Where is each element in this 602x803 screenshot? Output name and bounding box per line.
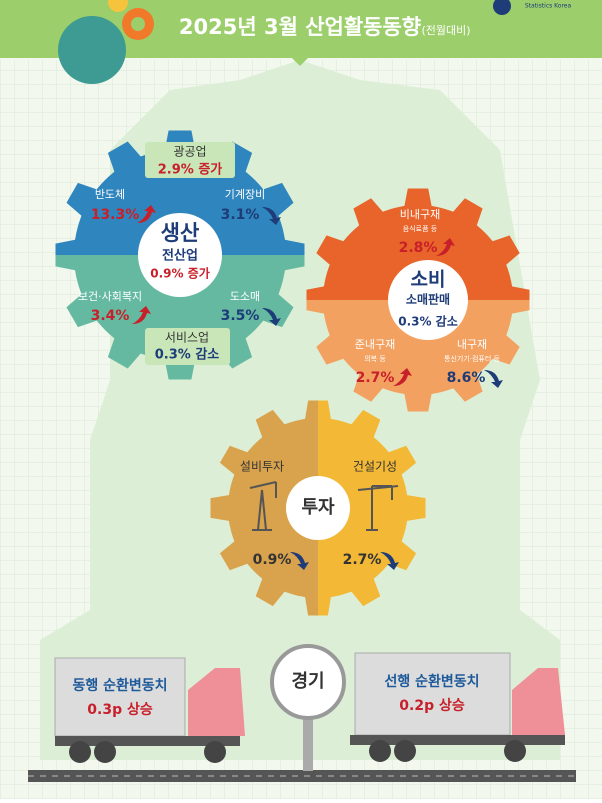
total-label: 소매판매 bbox=[406, 292, 450, 307]
sign-pole bbox=[303, 715, 313, 771]
item-note: 음식료품 등 bbox=[403, 224, 438, 233]
wheel bbox=[94, 741, 116, 763]
arrow-up bbox=[436, 238, 455, 256]
arrow-down bbox=[262, 308, 281, 326]
item-label: 비내구재 bbox=[400, 208, 440, 221]
item-label: 내구재 bbox=[457, 338, 487, 351]
item-label: 설비투자 bbox=[240, 460, 284, 474]
item-value: 13.3% bbox=[91, 207, 140, 223]
item-note: 의복 등 bbox=[364, 354, 386, 363]
item-label: 기계장비 bbox=[225, 188, 265, 201]
item-value: 0.9% bbox=[253, 552, 292, 568]
item-value: 2.8% bbox=[399, 240, 438, 256]
title: 2025년 3월 산업활동동향 bbox=[179, 15, 421, 39]
wheel bbox=[369, 740, 391, 762]
icon-crane bbox=[357, 485, 399, 531]
logo: Statistics Korea bbox=[525, 3, 572, 10]
item-note: 통신기기·컴퓨터 등 bbox=[444, 354, 501, 363]
gear-half bbox=[74, 255, 286, 361]
wheel bbox=[69, 741, 91, 763]
item-label: 보건·사회복지 bbox=[78, 290, 142, 303]
bottom-value: 0.3% 감소 bbox=[155, 348, 220, 363]
sign-label: 경기 bbox=[291, 671, 324, 692]
item-value: 2.7% bbox=[343, 552, 382, 568]
gear-title: 생산 bbox=[161, 221, 200, 245]
center-circle bbox=[286, 476, 350, 540]
wheel bbox=[394, 740, 416, 762]
header-notch bbox=[292, 58, 308, 66]
gear-half bbox=[323, 300, 513, 395]
road bbox=[28, 770, 576, 782]
center-circle bbox=[138, 213, 222, 297]
arrow-down bbox=[380, 552, 399, 570]
arrow-down bbox=[262, 207, 281, 225]
arrow-up bbox=[132, 306, 151, 324]
total-value: 0.9% 증가 bbox=[150, 266, 210, 281]
item-label: 도소매 bbox=[230, 290, 260, 303]
item-value: 3.5% bbox=[221, 308, 260, 324]
arrow-down bbox=[484, 370, 503, 388]
top-value: 2.9% 증가 bbox=[158, 163, 223, 178]
sign bbox=[270, 644, 346, 720]
logo-mark bbox=[493, 0, 511, 15]
arrow-up bbox=[393, 368, 412, 386]
item-label: 건설기성 bbox=[353, 460, 397, 474]
item-value: 8.6% bbox=[447, 370, 486, 386]
wheel bbox=[204, 741, 226, 763]
arrow-up bbox=[137, 205, 156, 223]
center-circle bbox=[388, 260, 468, 340]
truck-chassis bbox=[55, 736, 240, 746]
item-value: 2.7% bbox=[356, 370, 395, 386]
truck-chassis bbox=[350, 735, 565, 745]
subtitle: (전월대비) bbox=[421, 24, 470, 37]
item-label: 동행 순환변동치 bbox=[72, 677, 167, 694]
gear-title: 소비 bbox=[411, 269, 446, 291]
wheel bbox=[504, 740, 526, 762]
total-label: 전산업 bbox=[162, 248, 198, 264]
label-box bbox=[145, 328, 230, 365]
truck-container bbox=[354, 652, 511, 736]
header-gear-hole bbox=[131, 17, 145, 31]
bottom-label: 서비스업 bbox=[165, 331, 209, 345]
top-label: 광공업 bbox=[173, 145, 206, 159]
item-value: 3.1% bbox=[221, 207, 260, 223]
header-gear bbox=[108, 0, 128, 12]
truck-cab bbox=[188, 668, 245, 736]
arrow-down bbox=[290, 552, 309, 570]
header-gear bbox=[58, 16, 126, 84]
label-box bbox=[145, 142, 235, 178]
item-label: 선행 순환변동치 bbox=[384, 673, 479, 690]
total-value: 0.3% 감소 bbox=[398, 314, 458, 329]
gear-title: 투자 bbox=[301, 497, 335, 518]
item-value: 0.2p 상승 bbox=[399, 698, 465, 714]
truck-cab bbox=[512, 668, 565, 735]
item-label: 반도체 bbox=[95, 188, 125, 201]
icon-pump bbox=[249, 481, 277, 531]
gear-half bbox=[323, 205, 513, 300]
item-label: 준내구재 bbox=[355, 338, 395, 351]
truck-container bbox=[54, 657, 186, 737]
item-value: 3.4% bbox=[91, 308, 130, 324]
item-value: 0.3p 상승 bbox=[87, 702, 153, 718]
